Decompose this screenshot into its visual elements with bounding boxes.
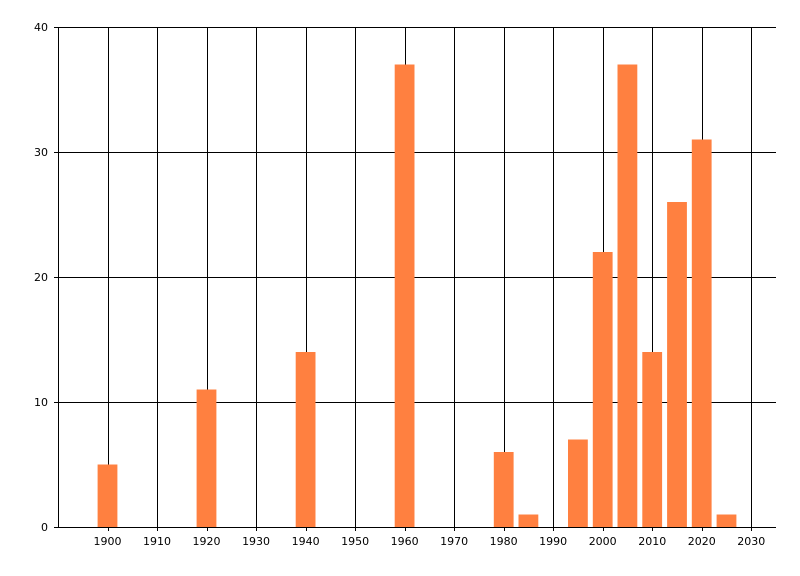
x-tick-label: 2020	[688, 535, 716, 548]
bar	[642, 352, 663, 527]
x-tick-label: 1980	[490, 535, 518, 548]
x-tick-label: 1920	[193, 535, 221, 548]
bar	[394, 64, 415, 527]
bar	[617, 64, 638, 527]
bar	[592, 252, 613, 527]
x-tick-label: 1910	[143, 535, 171, 548]
bar	[568, 439, 588, 527]
bar	[667, 202, 687, 527]
y-tick-label: 30	[34, 146, 48, 159]
x-tick-label: 1950	[341, 535, 369, 548]
y-tick-label: 10	[34, 396, 48, 409]
y-tick-label: 20	[34, 271, 48, 284]
x-tick-label: 1940	[292, 535, 320, 548]
bar	[518, 514, 539, 527]
bar	[493, 452, 514, 527]
x-tick-label: 1900	[94, 535, 122, 548]
x-tick-label: 1930	[242, 535, 270, 548]
x-tick-label: 1960	[391, 535, 419, 548]
x-tick-label: 2000	[589, 535, 617, 548]
bar	[295, 352, 316, 527]
bar	[691, 139, 712, 527]
x-tick-label: 1990	[539, 535, 567, 548]
tick-labels: 1900 1910 1920 1930 1940 1950 1960 1970 1980 1990…	[34, 21, 765, 548]
bar	[716, 514, 737, 527]
axes	[58, 27, 776, 528]
bar	[196, 389, 217, 527]
bar	[97, 464, 118, 527]
x-tick-label: 2030	[737, 535, 765, 548]
x-tick-label: 1970	[440, 535, 468, 548]
bars	[97, 64, 737, 527]
y-tick-label: 0	[41, 521, 48, 534]
x-tick-label: 2010	[638, 535, 666, 548]
y-tick-label: 40	[34, 21, 48, 34]
